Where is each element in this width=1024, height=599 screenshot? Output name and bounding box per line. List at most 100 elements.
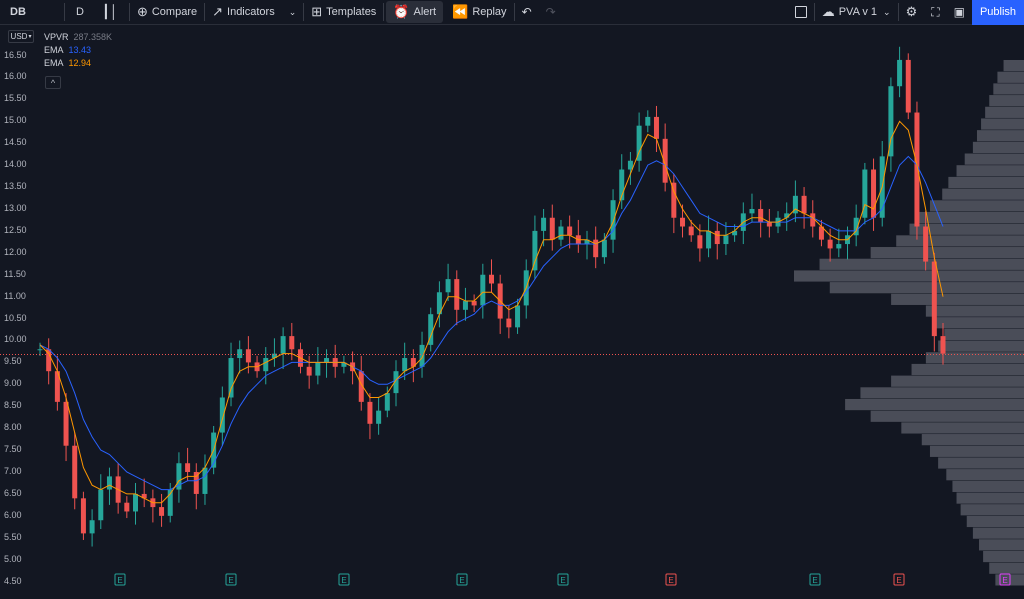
legend-row-ema1[interactable]: EMA 13.43	[44, 44, 112, 57]
interval-button[interactable]: D	[76, 6, 84, 18]
currency-label: USD	[10, 32, 28, 41]
candle-body	[688, 226, 694, 236]
volume-profile-bar	[976, 130, 1024, 142]
separator	[383, 3, 385, 21]
fullscreen-button[interactable]: ⛶	[924, 0, 946, 25]
candle-body	[636, 125, 642, 161]
earnings-marker-box	[456, 573, 468, 586]
candle-body	[532, 230, 538, 271]
ema-fast-line	[39, 120, 944, 504]
candle-body	[714, 230, 720, 245]
expand-icon: ⛶	[931, 4, 940, 19]
volume-profile-bar	[938, 457, 1024, 469]
earnings-marker[interactable]: E	[338, 573, 350, 586]
volume-profile-bar	[794, 270, 1024, 282]
replay-button[interactable]: ⏪ Replay	[445, 0, 513, 25]
volume-profile-bar	[952, 480, 1024, 492]
earnings-marker[interactable]: E	[114, 573, 126, 586]
fullscreen-layout-button[interactable]	[788, 0, 814, 25]
price-scale-label: 7.00	[4, 466, 22, 477]
volume-profile-bar	[972, 527, 1024, 539]
separator	[897, 3, 899, 21]
candle-body	[219, 397, 225, 433]
volume-profile-bar	[956, 492, 1024, 504]
earnings-marker[interactable]: E	[456, 573, 468, 586]
volume-profile-bar	[1003, 60, 1024, 72]
candle-body	[167, 489, 173, 516]
volume-profile-bar	[993, 83, 1024, 95]
templates-button[interactable]: ⊞ Templates	[304, 0, 383, 25]
candle-body	[515, 305, 521, 328]
candle-body	[202, 467, 208, 494]
candle-body	[732, 230, 738, 236]
earnings-marker-label: E	[668, 576, 673, 585]
symbol-search[interactable]: DB	[10, 6, 26, 18]
volume-profile-bar	[956, 165, 1024, 177]
earnings-marker-label: E	[896, 576, 901, 585]
snapshot-button[interactable]: ▣	[947, 0, 972, 25]
volume-profile-bar	[891, 375, 1024, 387]
candle-body	[923, 226, 929, 262]
price-scale-label: 9.50	[4, 356, 22, 367]
legend-name: EMA	[44, 45, 64, 55]
undo-button[interactable]: ↶	[515, 0, 539, 25]
publish-button[interactable]: Publish	[972, 0, 1024, 25]
settings-button[interactable]: ⚙	[899, 0, 925, 25]
earnings-marker[interactable]: E	[999, 573, 1011, 586]
volume-profile-bar	[917, 211, 1024, 224]
square-icon	[794, 6, 807, 18]
candle-body	[801, 195, 807, 214]
alarm-clock-icon: ⏰	[393, 4, 410, 19]
candle-body	[133, 493, 139, 512]
earnings-marker[interactable]: E	[893, 573, 905, 586]
separator	[64, 3, 65, 21]
candle-body	[931, 261, 937, 337]
volume-profile	[794, 60, 1024, 586]
earnings-marker[interactable]: E	[665, 573, 677, 586]
legend-name: VPVR	[44, 32, 69, 42]
candle-body	[549, 217, 555, 240]
volume-profile-bar	[960, 504, 1024, 516]
candle-body	[697, 235, 703, 249]
volume-profile-bar	[829, 282, 1024, 294]
price-scale-label: 8.50	[4, 400, 22, 411]
currency-selector[interactable]: USD ▾	[8, 30, 34, 43]
legend-row-vpvr[interactable]: VPVR 287.358K	[44, 31, 112, 44]
earnings-marker-box	[557, 573, 569, 586]
price-scale-label: 4.50	[4, 575, 22, 586]
candle-body	[106, 476, 112, 490]
candles	[37, 46, 946, 547]
separator	[513, 3, 515, 21]
indicators-button[interactable]: ↗ Indicators	[205, 0, 282, 25]
price-scale-label: 15.50	[4, 93, 27, 104]
earnings-marker[interactable]: E	[225, 573, 237, 586]
volume-profile-bar	[891, 293, 1024, 305]
chevron-up-icon: ^	[50, 77, 56, 88]
redo-icon: ↷	[545, 5, 556, 19]
candle-body	[506, 318, 512, 328]
legend-collapse-button[interactable]: ^	[45, 76, 61, 89]
redo-button[interactable]: ↷	[539, 0, 563, 25]
candle-body	[567, 226, 573, 236]
candle-body	[619, 169, 625, 201]
chart-type-button[interactable]: ┃│	[95, 0, 129, 25]
earnings-marker[interactable]: E	[557, 573, 569, 586]
price-scale-label: 7.50	[4, 444, 22, 455]
grid-icon: ⊞	[311, 4, 323, 19]
indicators-dropdown[interactable]: ⌄	[282, 0, 304, 25]
earnings-marker-box	[338, 573, 350, 586]
legend-row-ema2[interactable]: EMA 12.94	[44, 57, 112, 70]
toolbar-right: ☁ PVA v 1 ⌄ ⚙ ⛶ ▣ Publish	[788, 0, 1024, 25]
candle-body	[419, 344, 425, 367]
layout-name: PVA v 1	[838, 6, 878, 18]
volume-profile-bar	[909, 223, 1024, 235]
separator	[128, 3, 130, 21]
alert-button[interactable]: ⏰ Alert	[386, 1, 444, 23]
compare-button[interactable]: ⊕ Compare	[130, 0, 204, 25]
candle-body	[384, 393, 390, 411]
earnings-marker[interactable]: E	[809, 573, 821, 586]
layout-name-button[interactable]: ☁ PVA v 1 ⌄	[815, 0, 898, 25]
candles-icon: ┃│	[102, 4, 118, 19]
